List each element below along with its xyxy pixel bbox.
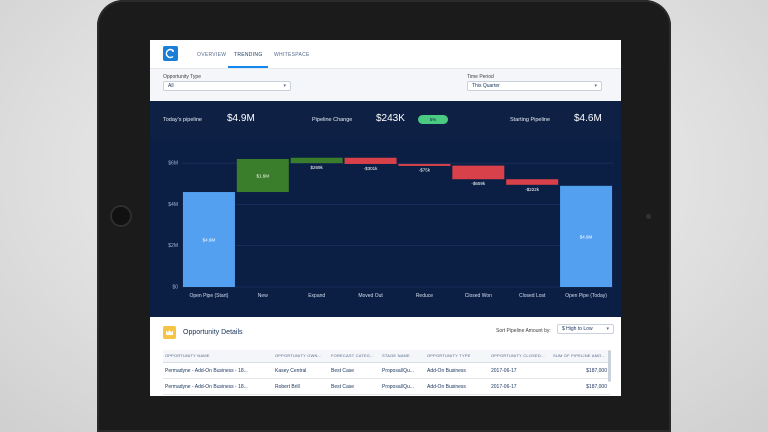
sort-value: $ High to Low <box>562 326 593 332</box>
waterfall-bar <box>344 157 397 164</box>
chevron-down-icon: ▾ <box>283 83 286 89</box>
table-row[interactable]: Permadyne - Add-On Business - 18... Robe… <box>163 379 610 395</box>
table-cell: Permadyne - Add-On Business - 18... <box>165 384 248 390</box>
app-logo-icon <box>163 46 178 61</box>
table-cell: Add-On Business <box>427 384 466 390</box>
table-cell: Robert Brill <box>275 384 300 390</box>
pipeline-change-value: $243K <box>376 113 405 124</box>
time-period-label: Time Period <box>467 74 494 80</box>
y-tick-label: $6M <box>168 161 178 167</box>
table-cell: 2017-06-17 <box>491 368 517 374</box>
waterfall-bar <box>452 165 505 180</box>
crown-icon <box>163 326 176 339</box>
table-row[interactable]: Permadyne - Add-On Business - 18... Kase… <box>163 363 610 379</box>
sort-label: Sort Pipeline Amount by: <box>496 328 551 334</box>
header: OVERVIEW TRENDING WHITESPACE <box>150 40 621 69</box>
table-cell: Proposal/Qu... <box>382 384 414 390</box>
opportunity-type-select[interactable]: All ▾ <box>163 81 291 91</box>
x-tick-label: Reduce <box>416 293 433 299</box>
column-header[interactable]: OPPORTUNITY OWN... <box>275 353 322 358</box>
todays-pipeline-label: Today's pipeline <box>163 117 202 123</box>
waterfall-chart-svg: $0 $2M $4M $6M $4.6M Open Pipe (Start) $1.6M Ne… <box>168 157 613 299</box>
data-label: $1.6M <box>257 174 270 179</box>
x-tick-label: Open Pipe (Start) <box>189 293 228 299</box>
waterfall-bar <box>506 179 559 185</box>
x-tick-label: Open Pipe (Today) <box>565 293 607 299</box>
waterfall-bar <box>290 157 343 164</box>
details-title: Opportunity Details <box>183 329 243 336</box>
tab-whitespace[interactable]: WHITESPACE <box>274 52 310 58</box>
column-header[interactable]: OPPORTUNITY TYPE <box>427 353 471 358</box>
table-cell: 2017-06-17 <box>491 384 517 390</box>
waterfall-bar <box>236 159 289 193</box>
table-cell: Permadyne - Add-On Business - 18... <box>165 368 248 374</box>
home-button[interactable] <box>110 205 132 227</box>
tab-overview[interactable]: OVERVIEW <box>197 52 227 58</box>
waterfall-chart: $0 $2M $4M $6M $4.6M Open Pipe (Start) $1.6M Ne… <box>150 139 621 317</box>
waterfall-bar <box>182 192 235 287</box>
x-tick-label: Expand <box>308 293 325 299</box>
y-tick-label: $4M <box>168 202 178 208</box>
x-tick-label: Closed Lost <box>519 293 546 299</box>
table-cell: Kasey Central <box>275 368 307 374</box>
chevron-down-icon: ▾ <box>594 83 597 89</box>
x-tick-label: Moved Out <box>358 293 383 299</box>
data-label: -$301k <box>364 166 379 171</box>
data-label: -$222k <box>525 187 540 192</box>
table-cell: Add-On Business <box>427 368 466 374</box>
table-scrollbar[interactable] <box>608 350 611 382</box>
tab-trending[interactable]: TRENDING <box>234 52 263 58</box>
data-label: $4.9M <box>580 234 593 239</box>
todays-pipeline-value: $4.9M <box>227 113 255 124</box>
y-tick-label: $2M <box>168 243 178 249</box>
opportunity-details: Opportunity Details Sort Pipeline Amount… <box>150 317 621 396</box>
table-cell: $187,000 <box>586 368 607 374</box>
opportunity-type-value: All <box>168 83 174 89</box>
camera <box>646 214 651 219</box>
table-cell: Proposal/Qu... <box>382 368 414 374</box>
app-screen: OVERVIEW TRENDING WHITESPACE Opportunity… <box>150 40 621 396</box>
data-label: -$75k <box>419 168 431 173</box>
y-tick-label: $0 <box>172 285 178 291</box>
data-label: $4.6M <box>203 238 216 243</box>
time-period-value: This Quarter <box>472 83 500 89</box>
filter-bar: Opportunity Type All ▾ Time Period This … <box>150 69 621 101</box>
column-header[interactable]: SUM OF PIPELINE AMO... <box>553 353 606 358</box>
column-header[interactable]: STAGE NAME <box>382 353 410 358</box>
starting-pipeline-value: $4.6M <box>574 113 602 124</box>
active-tab-indicator <box>228 66 268 68</box>
table-cell: Best Case <box>331 368 355 374</box>
data-label: -$659k <box>471 181 486 186</box>
column-header[interactable]: OPPORTUNITY CLOSED... <box>491 353 545 358</box>
sort-select[interactable]: $ High to Low ▾ <box>557 324 614 334</box>
pipeline-stats: Today's pipeline $4.9M Pipeline Change $… <box>150 101 621 139</box>
x-tick-label: New <box>258 293 268 299</box>
opportunity-type-label: Opportunity Type <box>163 74 201 80</box>
time-period-select[interactable]: This Quarter ▾ <box>467 81 602 91</box>
starting-pipeline-label: Starting Pipeline <box>510 117 551 123</box>
table-cell: $187,000 <box>586 384 607 390</box>
pipeline-change-badge: 5% <box>418 115 448 124</box>
column-header[interactable]: FORECAST CATEG... <box>331 353 375 358</box>
waterfall-bar <box>560 185 613 287</box>
column-header[interactable]: OPPORTUNITY NAME <box>165 353 210 358</box>
chevron-down-icon: ▾ <box>606 326 609 332</box>
x-tick-label: Closed Won <box>465 293 492 299</box>
data-label: $269k <box>311 165 324 170</box>
waterfall-bar <box>398 163 451 166</box>
pipeline-change-label: Pipeline Change <box>312 117 353 123</box>
table-header: OPPORTUNITY NAME OPPORTUNITY OWN... FORE… <box>163 350 610 363</box>
table-cell: Best Case <box>331 384 355 390</box>
